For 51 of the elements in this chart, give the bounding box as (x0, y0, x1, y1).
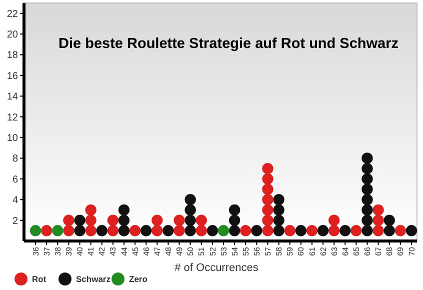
y-tick-label: 14 (6, 92, 18, 103)
x-tick-label: 67 (374, 246, 384, 256)
x-tick-label: 56 (252, 246, 262, 256)
legend-label: Zero (129, 274, 148, 284)
x-tick-label: 61 (308, 246, 317, 256)
x-tick-label: 58 (274, 246, 284, 256)
x-tick-label: 54 (230, 246, 240, 256)
x-tick-label: 65 (352, 246, 361, 256)
x-tick-label: 38 (53, 246, 62, 256)
x-tick-label: 36 (31, 246, 40, 256)
y-tick-label: 6 (12, 174, 18, 186)
y-tick-label: 10 (6, 133, 18, 144)
x-tick-label: 63 (330, 246, 339, 256)
x-tick-label: 57 (264, 246, 273, 256)
x-tick-label: 44 (120, 246, 129, 256)
y-tick-label: 22 (6, 8, 18, 20)
x-tick-label: 47 (152, 246, 162, 256)
x-axis-title: # of Occurrences (174, 262, 259, 274)
x-tick-label: 43 (108, 246, 118, 256)
x-tick-label: 52 (208, 246, 218, 256)
x-tick-label: 39 (64, 246, 74, 256)
y-tick-label: 16 (6, 70, 18, 82)
y-tick-label: 18 (6, 50, 18, 62)
x-tick-label: 45 (130, 246, 140, 256)
x-tick-label: 42 (98, 246, 107, 256)
x-tick-label: 48 (164, 246, 174, 256)
x-tick-label: 64 (340, 246, 350, 256)
x-tick-label: 51 (197, 246, 206, 256)
x-tick-label: 69 (396, 246, 406, 256)
x-tick-label: 59 (286, 246, 295, 256)
x-tick-label: 60 (296, 246, 306, 256)
x-tick-label: 70 (407, 246, 416, 256)
legend-label: Schwarz (76, 274, 110, 284)
x-tick-label: 53 (219, 246, 228, 256)
y-tick-label: 20 (6, 30, 18, 41)
x-tick-label: 37 (42, 246, 52, 256)
x-tick-label: 46 (142, 246, 151, 256)
y-tick-label: 2 (12, 216, 18, 227)
x-tick-label: 66 (363, 246, 372, 256)
x-tick-label: 50 (186, 246, 196, 256)
text: Die beste Roulette Strategie auf Rot und Schwarz (58, 36, 398, 52)
x-tick-label: 62 (318, 246, 328, 256)
x-tick-label: 68 (385, 246, 394, 256)
x-tick-label: 49 (175, 246, 184, 256)
x-tick-label: 40 (76, 246, 85, 256)
y-tick-label: 4 (12, 195, 18, 206)
y-tick-label: 8 (12, 154, 18, 165)
y-tick-label: 12 (6, 112, 18, 124)
legend-label: Rot (32, 274, 46, 284)
x-tick-label: 55 (241, 246, 250, 256)
x-tick-label: 41 (86, 246, 96, 256)
